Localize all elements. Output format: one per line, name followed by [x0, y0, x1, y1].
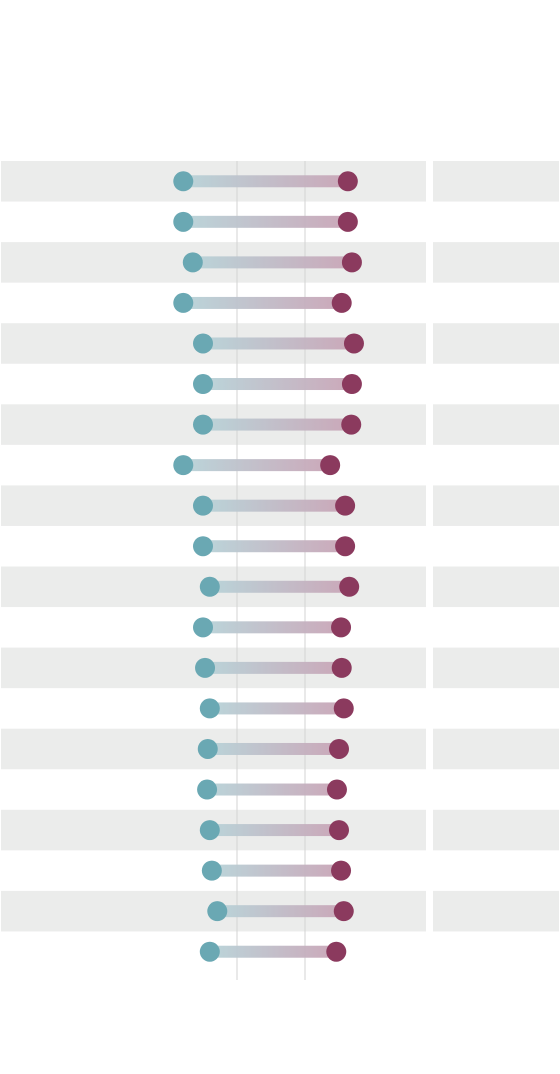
end-dot: [337, 211, 358, 232]
connector: [203, 540, 346, 553]
start-dot: [193, 333, 213, 354]
end-dot: [337, 171, 358, 192]
start-dot: [173, 171, 194, 192]
end-dot: [329, 820, 349, 841]
row-stripe: [433, 161, 559, 202]
connector: [209, 580, 350, 593]
start-dot: [199, 941, 220, 962]
end-dot: [339, 576, 360, 597]
start-dot: [197, 738, 218, 759]
end-dot: [341, 252, 362, 273]
end-dot: [333, 698, 354, 719]
start-dot: [173, 292, 194, 313]
end-dot: [333, 901, 354, 922]
end-dot: [343, 333, 364, 354]
connector: [207, 783, 337, 796]
row-stripe: [433, 566, 559, 608]
start-dot: [201, 860, 222, 881]
end-dot: [335, 536, 356, 557]
connector: [217, 905, 344, 918]
start-dot: [199, 576, 220, 597]
start-dot: [193, 536, 213, 557]
connector: [203, 499, 346, 512]
end-dot: [326, 779, 347, 800]
row-stripe: [433, 809, 559, 851]
connector: [183, 296, 342, 309]
row-stripe: [433, 242, 559, 283]
start-dot: [193, 495, 213, 516]
connector: [192, 256, 352, 269]
start-dot: [197, 779, 218, 800]
start-dot: [173, 455, 194, 476]
start-dot: [195, 657, 216, 678]
row-stripe: [433, 890, 559, 932]
marks: [173, 171, 364, 962]
start-dot: [193, 414, 213, 435]
end-dot: [331, 292, 352, 313]
start-dot: [173, 211, 194, 232]
end-dot: [329, 738, 349, 759]
connector: [209, 945, 337, 958]
end-dot: [326, 941, 347, 962]
row-stripe: [433, 728, 559, 770]
connector: [209, 824, 339, 837]
row-stripe: [433, 323, 559, 364]
row-stripe: [433, 485, 559, 526]
start-dot: [193, 374, 213, 395]
connector: [203, 621, 342, 634]
connector: [203, 337, 354, 350]
start-dot: [193, 617, 213, 638]
start-dot: [199, 698, 220, 719]
start-dot: [182, 252, 203, 273]
end-dot: [335, 495, 356, 516]
end-dot: [341, 414, 362, 435]
end-dot: [320, 455, 341, 476]
end-dot: [331, 657, 352, 678]
connector: [209, 702, 344, 715]
row-stripe: [433, 647, 559, 689]
start-dot: [207, 901, 228, 922]
connector: [207, 742, 339, 755]
connector: [183, 215, 348, 228]
connector: [211, 864, 342, 877]
end-dot: [331, 617, 352, 638]
connector: [205, 661, 342, 674]
end-dot: [341, 374, 362, 395]
start-dot: [199, 820, 220, 841]
connector: [203, 418, 352, 431]
connector: [183, 175, 348, 188]
row-stripe: [433, 404, 559, 445]
connector: [203, 378, 352, 391]
connector: [183, 459, 331, 472]
end-dot: [331, 860, 352, 881]
